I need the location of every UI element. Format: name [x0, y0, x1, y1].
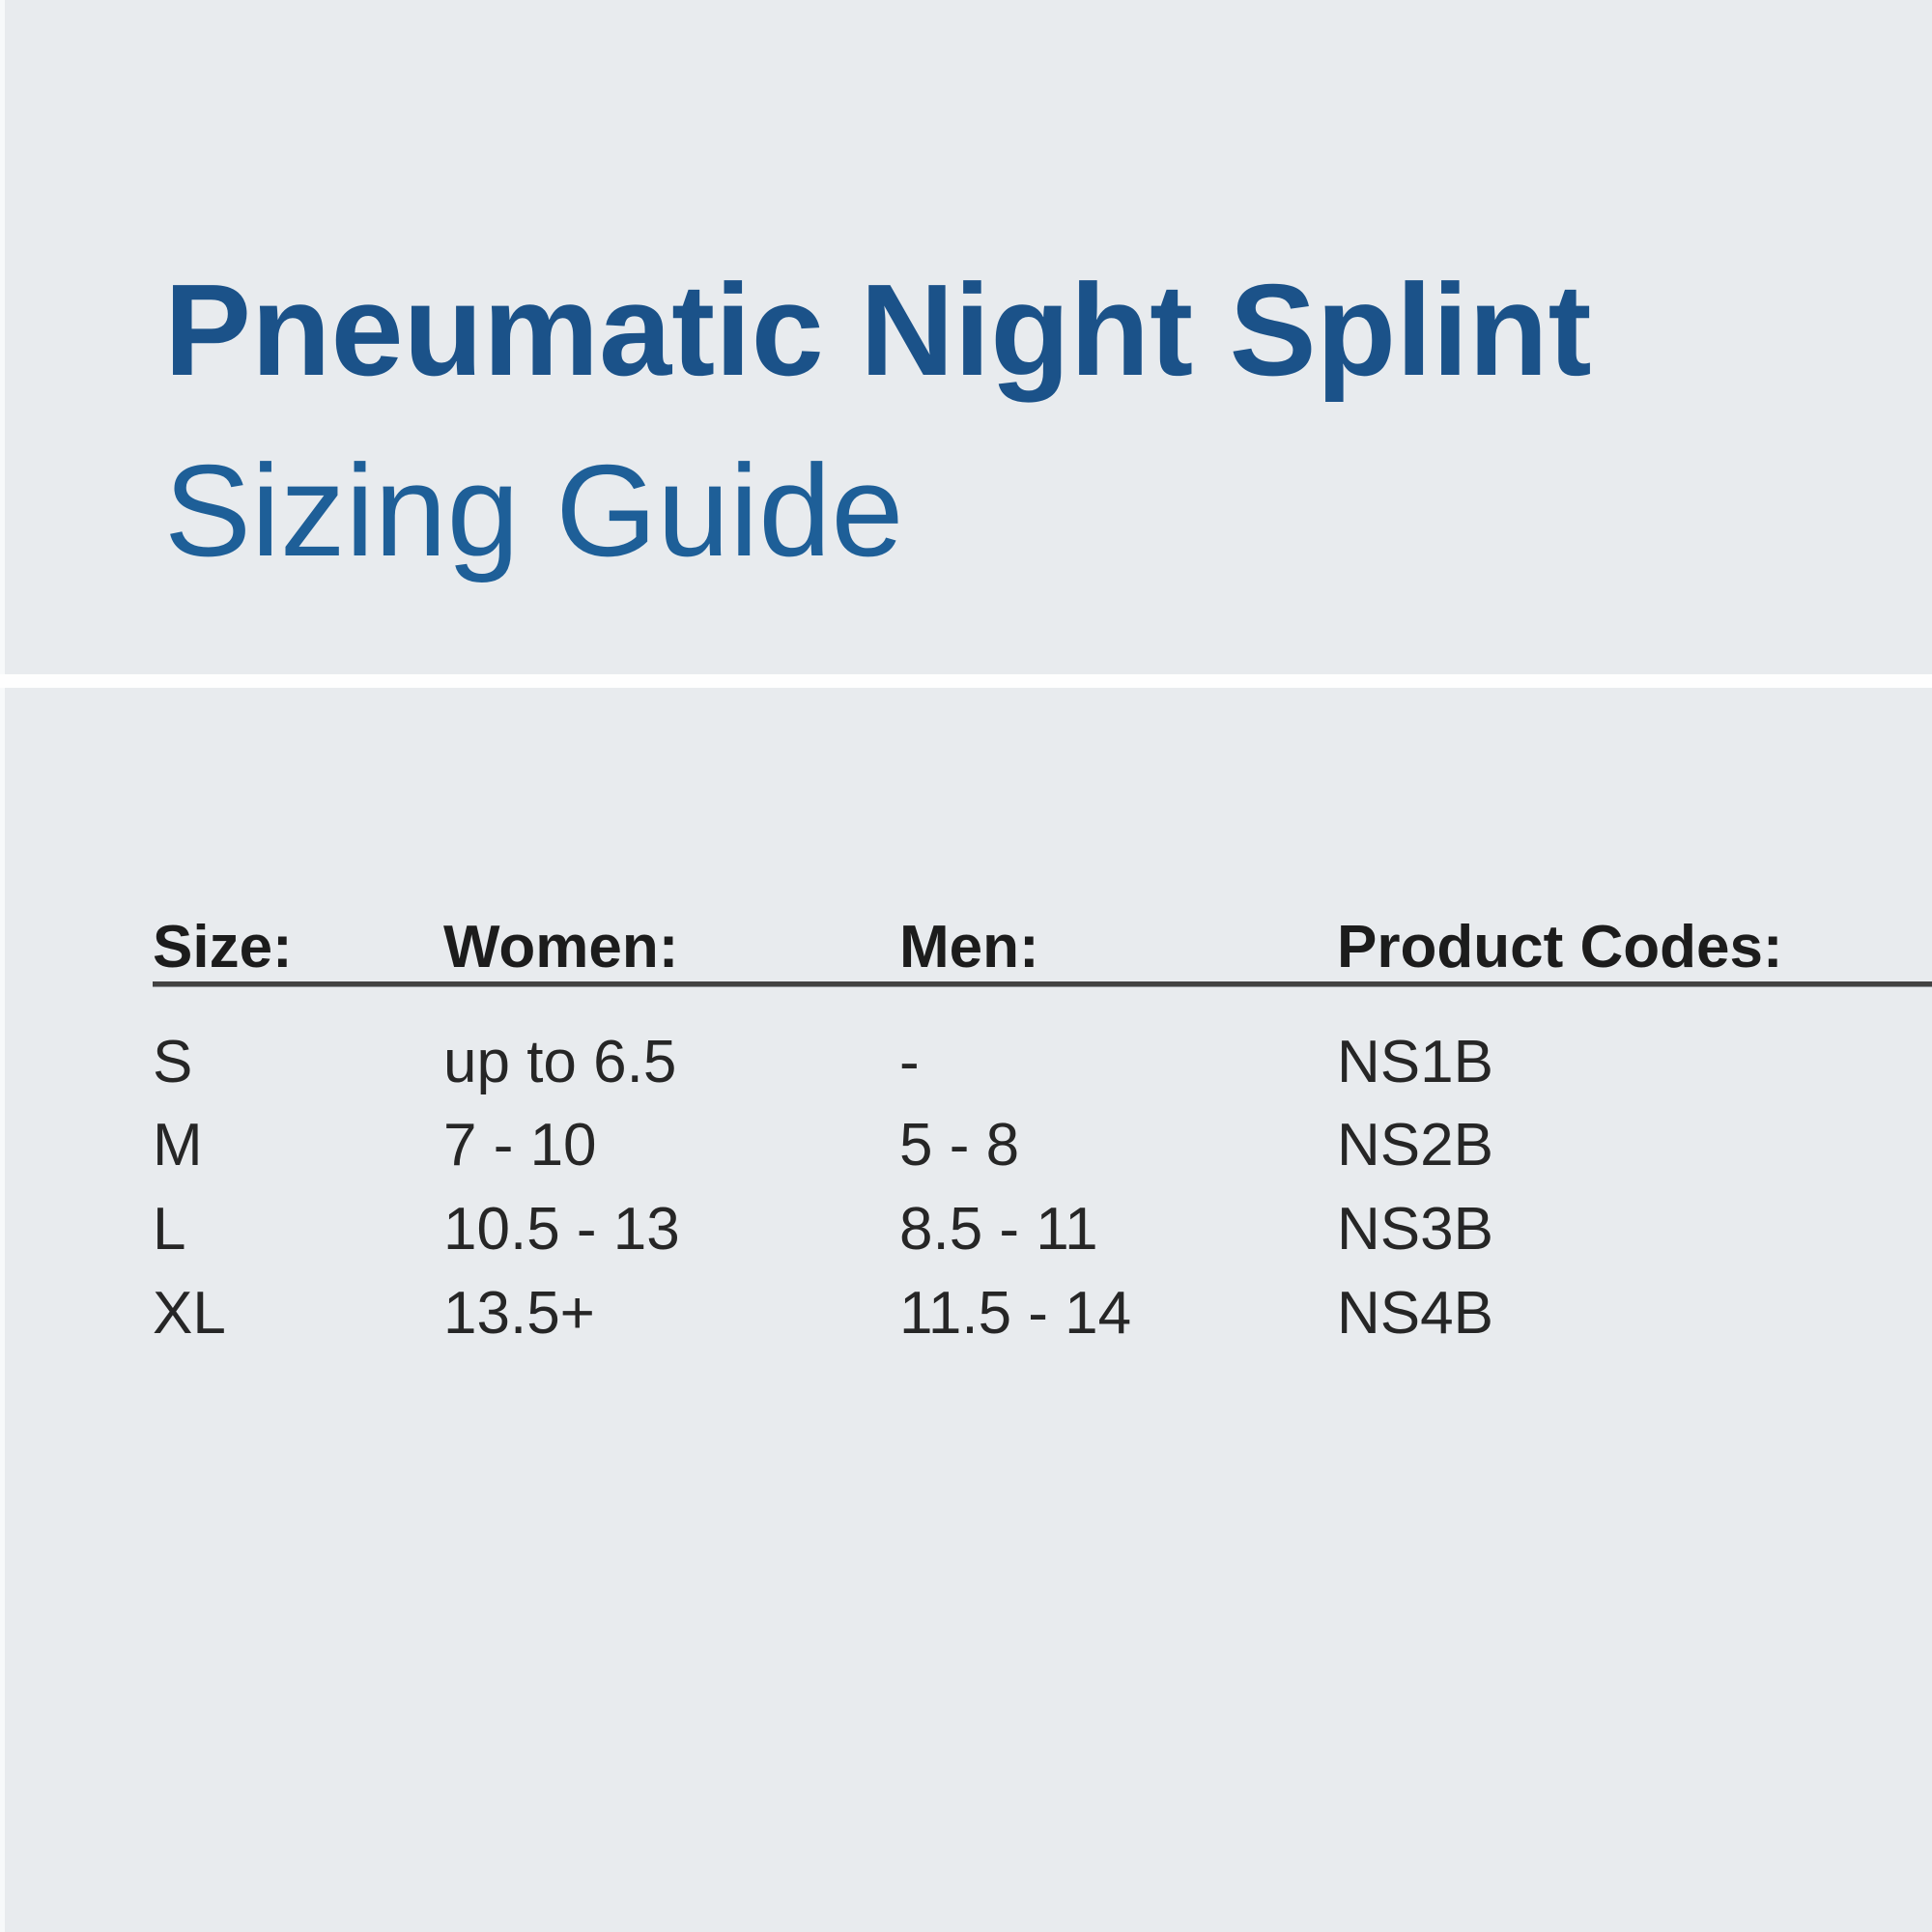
col-header-size: Size: — [153, 914, 293, 980]
table-cell: L — [153, 1196, 186, 1263]
table-cell: 10.5 - 13 — [443, 1196, 680, 1263]
page-subtitle: Sizing Guide — [164, 438, 904, 584]
table-cell: up to 6.5 — [443, 1029, 677, 1095]
table-cell: 5 - 8 — [899, 1112, 1020, 1179]
table-cell: S — [153, 1029, 193, 1095]
page-title: Pneumatic Night Splint — [164, 257, 1592, 404]
table-cell: NS3B — [1337, 1196, 1493, 1263]
col-header-men: Men: — [899, 914, 1039, 980]
col-header-women: Women: — [443, 914, 679, 980]
table-cell: - — [899, 1029, 920, 1095]
table-cell: XL — [153, 1280, 226, 1347]
section-divider — [0, 674, 1932, 688]
table-cell: 8.5 - 11 — [899, 1196, 1098, 1263]
header-underline — [153, 981, 1932, 987]
page-left-edge — [0, 0, 5, 1932]
table-cell: 7 - 10 — [443, 1112, 597, 1179]
table-cell: NS2B — [1337, 1112, 1493, 1179]
table-cell: 11.5 - 14 — [899, 1280, 1132, 1347]
table-cell: M — [153, 1112, 203, 1179]
table-cell: 13.5+ — [443, 1280, 595, 1347]
table-cell: NS1B — [1337, 1029, 1493, 1095]
table-cell: NS4B — [1337, 1280, 1493, 1347]
col-header-product-codes: Product Codes: — [1337, 914, 1783, 980]
